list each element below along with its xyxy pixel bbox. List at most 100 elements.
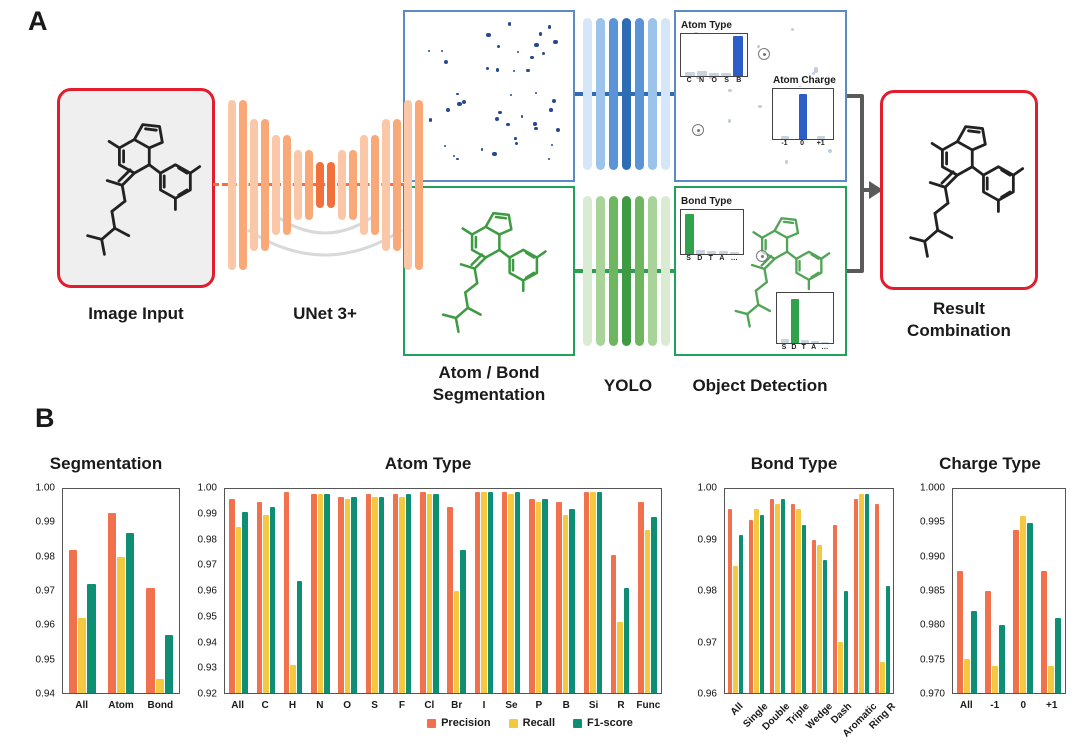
- recall-marker-icon: [508, 718, 518, 728]
- y-tick-label: 0.93: [197, 662, 217, 674]
- unet-bar: [337, 150, 346, 220]
- data-bar: [338, 496, 344, 693]
- atom-dot: [516, 50, 519, 53]
- atom-dot: [456, 157, 459, 161]
- data-bar: [481, 491, 487, 693]
- mini-bar: [707, 251, 717, 254]
- data-bar: [775, 504, 780, 693]
- data-bar: [229, 499, 235, 693]
- data-bar: [833, 524, 838, 693]
- chart-atom-type-plot: [224, 488, 662, 694]
- y-tick-label: 0.96: [697, 688, 717, 700]
- bar-group: [851, 489, 872, 693]
- bar-group: [416, 489, 443, 693]
- atom-dot: [506, 122, 510, 127]
- mini-x-label: B: [736, 77, 742, 84]
- y-tick-label: 1.00: [197, 482, 217, 494]
- atom-dot: [497, 45, 501, 49]
- mini-x-label: S: [686, 255, 691, 262]
- mini-x-label: …: [821, 344, 829, 351]
- object-detection-caption: Object Detection: [692, 376, 828, 395]
- y-tick-label: 0.99: [35, 516, 55, 528]
- atom-dot: [533, 122, 537, 126]
- atom-dot: [443, 145, 447, 148]
- bar-group: [443, 489, 470, 693]
- data-bar: [269, 506, 276, 693]
- data-bar: [885, 585, 890, 693]
- data-bar: [392, 494, 399, 693]
- atom-dot: [446, 108, 450, 112]
- y-tick-label: 0.94: [197, 637, 217, 648]
- bar-group: [307, 489, 334, 693]
- atom-dot: [428, 49, 431, 53]
- data-bar: [880, 662, 885, 693]
- unet-bar: [238, 100, 247, 270]
- data-bar: [529, 499, 535, 693]
- data-bar: [875, 504, 880, 693]
- y-tick-label: 1.00: [697, 482, 717, 494]
- mini-x-label: S: [781, 344, 787, 351]
- yolo-layer-bar: [635, 18, 644, 170]
- chart-charge-type: Charge Type 1.000 0.995 0.990 0.985 0.980 0.9…: [912, 452, 1068, 751]
- data-bar: [738, 534, 743, 693]
- unet-bar: [315, 162, 324, 208]
- bar-group: [809, 489, 830, 693]
- y-tick-label: 0.99: [197, 508, 217, 520]
- data-bar: [405, 494, 412, 693]
- bar-group: [830, 489, 851, 693]
- data-bar: [256, 501, 263, 693]
- y-tick-label: 0.985: [919, 585, 945, 597]
- x-tick-label: C: [261, 700, 269, 711]
- y-tick-label: 0.96: [35, 619, 55, 631]
- chart-legend: Precision Recall F1-score: [320, 717, 740, 729]
- x-tick-label: All: [75, 700, 89, 711]
- atom-dot: [485, 66, 490, 71]
- data-bar: [822, 560, 827, 693]
- mini-bar: [811, 340, 819, 343]
- atom-dot: [494, 116, 500, 122]
- x-tick-label: 0: [1020, 700, 1027, 711]
- atom-dot: [548, 158, 551, 161]
- data-bar: [426, 494, 433, 693]
- mini-x-label: D: [791, 344, 797, 351]
- bar-group: [634, 489, 661, 693]
- atom-dot: [509, 93, 513, 97]
- mini-bar: [733, 36, 743, 76]
- data-bar: [644, 529, 651, 693]
- data-bar: [508, 494, 514, 693]
- unet-bar: [227, 100, 236, 270]
- unet-bar: [381, 119, 390, 251]
- bond-callout-icon: [756, 250, 768, 262]
- mini-x-label: C: [686, 77, 692, 84]
- y-tick-label: 1.000: [919, 482, 945, 494]
- unet-bar: [414, 100, 423, 270]
- unet-bar: [359, 135, 368, 235]
- legend-precision-label: Precision: [441, 717, 491, 729]
- yolo-layers-bonds: [583, 192, 670, 350]
- yolo-layer-bar: [596, 18, 605, 170]
- bar-group: [361, 489, 388, 693]
- data-bar: [583, 491, 590, 693]
- mini-x-label: +1: [816, 140, 825, 147]
- y-tick-label: 0.97: [697, 637, 717, 648]
- unet-bar: [370, 135, 379, 235]
- panel-a-label: A: [28, 6, 48, 36]
- chart-segmentation: Segmentation 1.00 0.99 0.98 0.97 0.96 0.95 0.9…: [30, 452, 182, 751]
- y-tick-label: 0.96: [197, 585, 217, 597]
- x-tick-label: P: [535, 700, 543, 711]
- data-bar: [749, 519, 754, 693]
- bar-group: [552, 489, 579, 693]
- bar-group: [872, 489, 893, 693]
- atom-dot: [480, 148, 484, 151]
- mini-bar: [801, 340, 809, 343]
- bar-group: [981, 489, 1009, 693]
- data-bar: [311, 494, 317, 693]
- x-tick-label: S: [371, 700, 378, 711]
- mini-x-label: 0: [800, 140, 805, 147]
- atom-dot: [462, 99, 467, 104]
- x-tick-label: All: [959, 700, 973, 711]
- x-tick-label: Si: [588, 700, 599, 711]
- data-bar: [542, 499, 548, 693]
- atom-dot: [553, 39, 558, 45]
- mini-chart-bond-type-plot: [680, 209, 744, 255]
